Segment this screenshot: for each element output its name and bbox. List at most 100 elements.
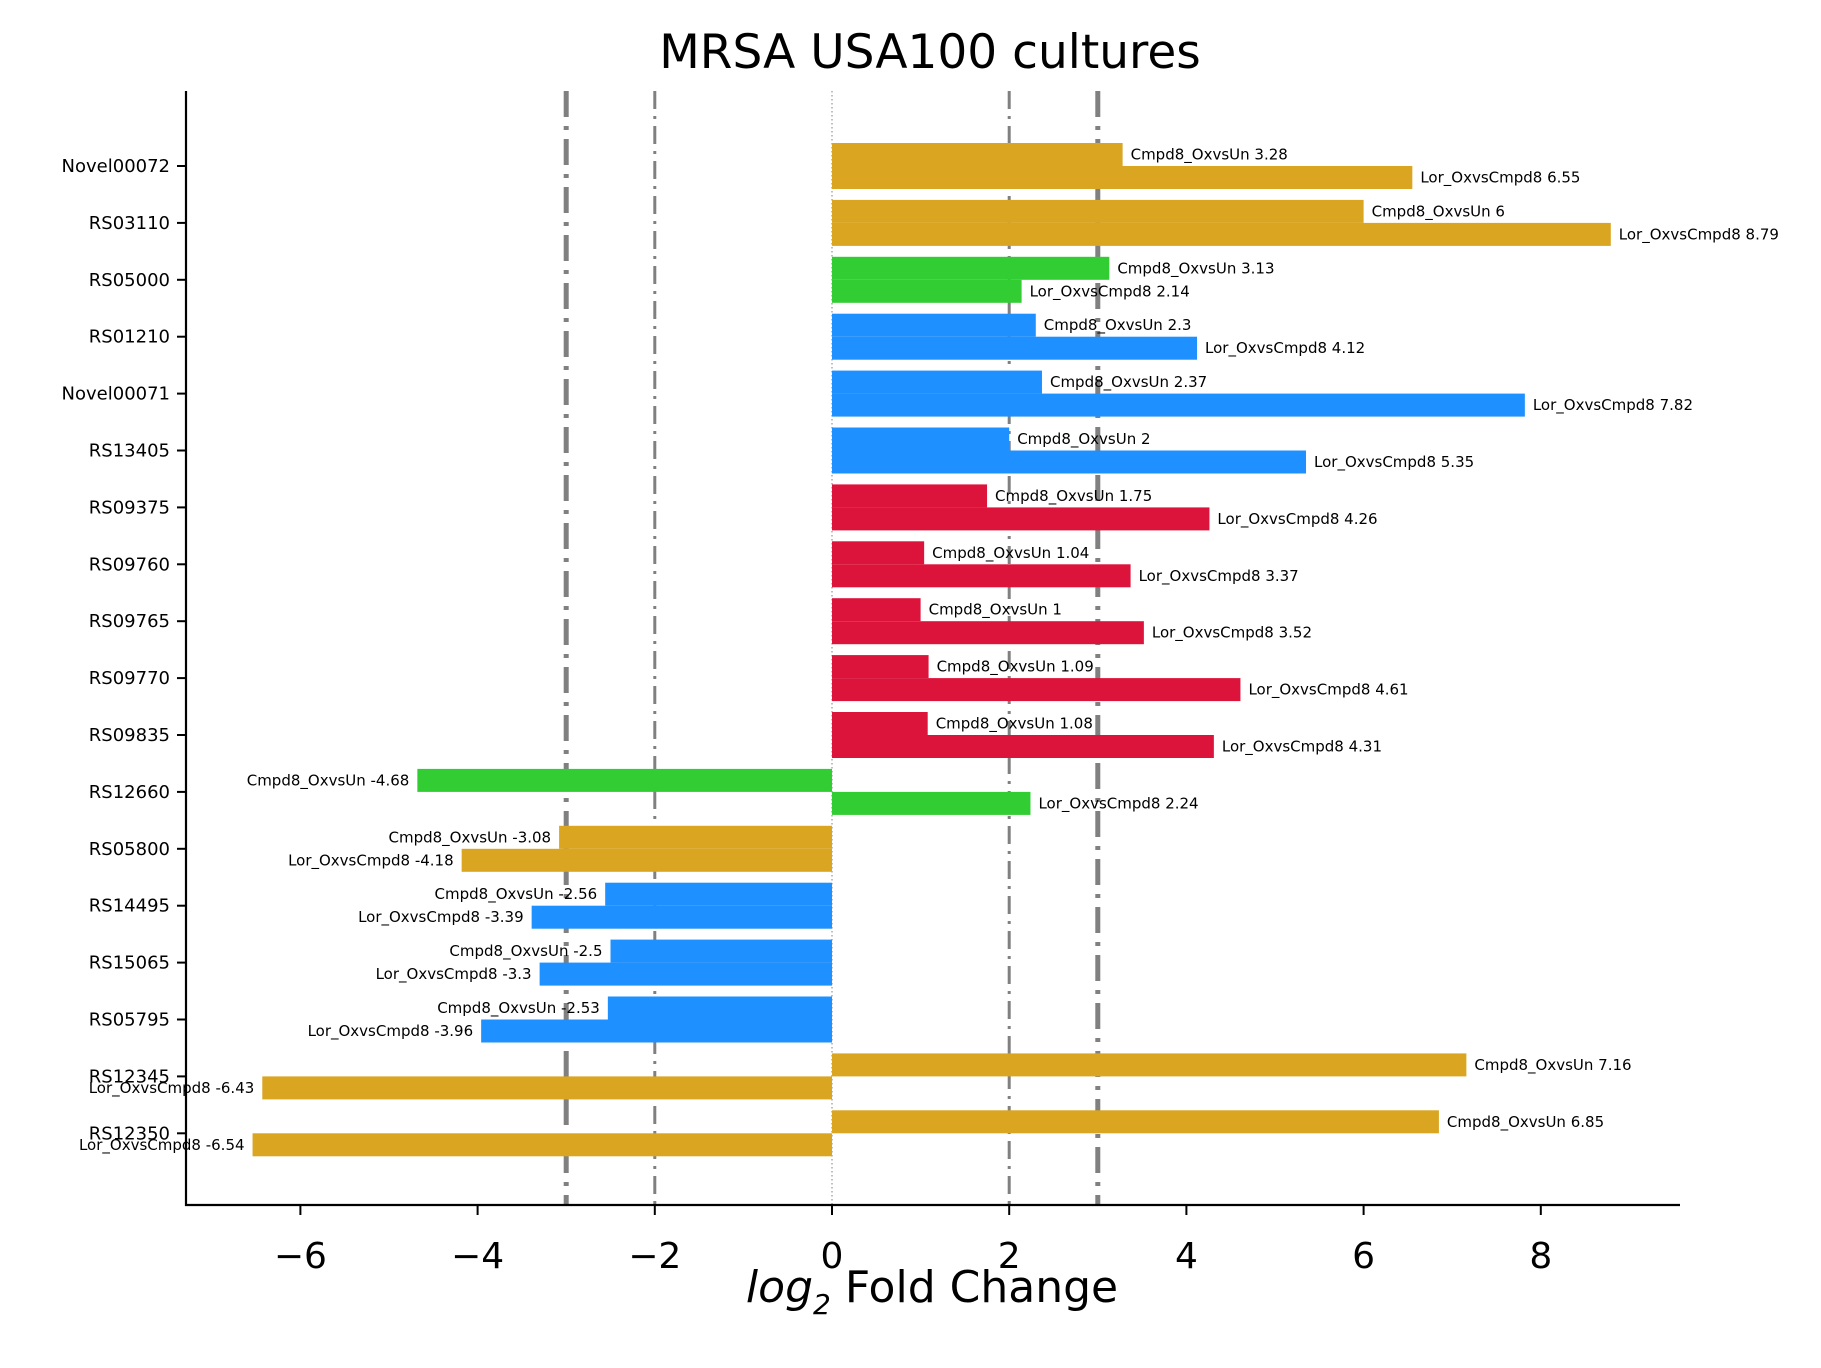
bar-value-label: Cmpd8_OxvsUn 1 — [929, 601, 1062, 620]
bar-value-label: Cmpd8_OxvsUn 1.75 — [995, 487, 1152, 506]
y-tick-label: RS09760 — [89, 554, 170, 575]
y-tick-label: RS09765 — [89, 611, 170, 632]
bar-value-label: Lor_OxvsCmpd8 -6.54 — [79, 1136, 245, 1155]
bar-lor-oxvscmpd8 — [832, 507, 1210, 531]
bar-lor-oxvscmpd8 — [832, 393, 1525, 417]
bar-value-label: Cmpd8_OxvsUn -2.56 — [435, 885, 598, 904]
bar-cmpd8-oxvsun — [832, 199, 1364, 223]
y-tick-label: RS05795 — [89, 1010, 170, 1031]
bar-lor-oxvscmpd8 — [252, 1133, 832, 1157]
bar-value-label: Cmpd8_OxvsUn 6.85 — [1447, 1113, 1604, 1132]
bar-cmpd8-oxvsun — [607, 996, 832, 1020]
bar-lor-oxvscmpd8 — [832, 336, 1198, 360]
bar-value-label: Lor_OxvsCmpd8 4.26 — [1217, 510, 1377, 529]
y-tick-label: RS12350 — [89, 1123, 170, 1144]
bar-cmpd8-oxvsun — [559, 825, 832, 849]
bar-labels-group: Cmpd8_OxvsUn 3.28 Lor_OxvsCmpd8 6.55 Cmpd8… — [79, 146, 1779, 1155]
bar-lor-oxvscmpd8 — [832, 678, 1241, 702]
bar-value-label: Lor_OxvsCmpd8 -6.43 — [89, 1079, 255, 1098]
x-tick-label: 8 — [1529, 1236, 1552, 1277]
bar-cmpd8-oxvsun — [832, 484, 988, 508]
bar-value-label: Lor_OxvsCmpd8 4.12 — [1205, 339, 1365, 358]
bar-value-label: Cmpd8_OxvsUn 2 — [1017, 430, 1150, 449]
bar-value-label: Lor_OxvsCmpd8 -3.3 — [376, 965, 532, 984]
bar-value-label: Lor_OxvsCmpd8 7.82 — [1533, 396, 1693, 415]
bar-value-label: Cmpd8_OxvsUn 2.37 — [1050, 373, 1207, 392]
bar-value-label: Lor_OxvsCmpd8 -3.39 — [358, 908, 524, 927]
bar-lor-oxvscmpd8 — [539, 962, 832, 986]
bar-cmpd8-oxvsun — [832, 427, 1010, 451]
bar-cmpd8-oxvsun — [832, 1110, 1439, 1134]
bar-value-label: Lor_OxvsCmpd8 8.79 — [1619, 225, 1779, 244]
bar-cmpd8-oxvsun — [832, 313, 1036, 337]
bar-value-label: Cmpd8_OxvsUn 3.28 — [1131, 146, 1288, 165]
bar-lor-oxvscmpd8 — [832, 450, 1307, 474]
bar-lor-oxvscmpd8 — [832, 564, 1131, 588]
y-tick-label: RS01210 — [89, 327, 170, 348]
bar-value-label: Cmpd8_OxvsUn -3.08 — [388, 828, 551, 847]
bar-cmpd8-oxvsun — [610, 939, 832, 963]
bar-value-label: Cmpd8_OxvsUn -2.53 — [437, 999, 600, 1018]
bar-lor-oxvscmpd8 — [832, 621, 1144, 645]
bar-value-label: Lor_OxvsCmpd8 3.37 — [1139, 567, 1299, 586]
bar-cmpd8-oxvsun — [832, 541, 925, 565]
bar-value-label: Cmpd8_OxvsUn 3.13 — [1117, 259, 1274, 278]
bar-cmpd8-oxvsun — [832, 143, 1123, 166]
bar-lor-oxvscmpd8 — [481, 1019, 832, 1043]
bar-lor-oxvscmpd8 — [832, 222, 1611, 246]
bar-value-label: Lor_OxvsCmpd8 2.14 — [1030, 282, 1190, 301]
x-axis-label: log2 Fold Change — [746, 1262, 1118, 1321]
bar-value-label: Lor_OxvsCmpd8 4.31 — [1222, 738, 1382, 757]
bars-group — [252, 143, 1611, 1157]
bar-value-label: Cmpd8_OxvsUn -4.68 — [247, 771, 410, 790]
bar-cmpd8-oxvsun — [832, 598, 921, 622]
y-tick-label: RS09375 — [89, 497, 170, 518]
bar-cmpd8-oxvsun — [832, 1053, 1467, 1077]
bar-value-label: Lor_OxvsCmpd8 5.35 — [1314, 453, 1474, 472]
bar-lor-oxvscmpd8 — [461, 848, 832, 872]
y-axis-ticks: Novel00072 RS03110 RS05000 RS01210 Novel0007… — [62, 156, 186, 1144]
bar-value-label: Lor_OxvsCmpd8 6.55 — [1420, 169, 1580, 188]
bar-value-label: Lor_OxvsCmpd8 -3.96 — [308, 1022, 474, 1041]
bar-value-label: Cmpd8_OxvsUn 7.16 — [1474, 1056, 1631, 1075]
y-tick-label: RS03110 — [89, 213, 170, 234]
x-axis-label-log: log — [746, 1262, 813, 1313]
bar-value-label: Cmpd8_OxvsUn 1.04 — [932, 544, 1089, 563]
bar-lor-oxvscmpd8 — [832, 166, 1413, 189]
bar-value-label: Lor_OxvsCmpd8 -4.18 — [288, 851, 454, 870]
y-tick-label: Novel00071 — [62, 384, 170, 405]
bar-value-label: Cmpd8_OxvsUn 6 — [1372, 202, 1505, 221]
bar-value-label: Cmpd8_OxvsUn -2.5 — [449, 942, 602, 961]
bar-lor-oxvscmpd8 — [832, 735, 1214, 758]
bar-cmpd8-oxvsun — [832, 370, 1042, 394]
bar-cmpd8-oxvsun — [832, 256, 1110, 280]
bar-value-label: Lor_OxvsCmpd8 4.61 — [1248, 681, 1408, 700]
x-tick-label: 6 — [1352, 1236, 1375, 1277]
bar-lor-oxvscmpd8 — [262, 1076, 832, 1100]
x-axis-label-text: Fold Change — [831, 1262, 1118, 1313]
bar-value-label: Cmpd8_OxvsUn 2.3 — [1044, 316, 1192, 335]
y-tick-label: Novel00072 — [62, 156, 170, 177]
y-tick-label: RS05000 — [89, 270, 170, 291]
y-tick-label: RS13405 — [89, 441, 170, 462]
y-tick-label: RS09770 — [89, 668, 170, 689]
x-tick-label: −4 — [451, 1236, 504, 1277]
bar-cmpd8-oxvsun — [832, 655, 929, 679]
x-tick-label: −2 — [628, 1236, 681, 1277]
bar-lor-oxvscmpd8 — [531, 905, 832, 929]
bar-cmpd8-oxvsun — [417, 768, 832, 792]
x-axis-label-base: 2 — [813, 1288, 831, 1321]
bar-lor-oxvscmpd8 — [832, 279, 1022, 303]
y-tick-label: RS12345 — [89, 1066, 170, 1087]
bar-value-label: Lor_OxvsCmpd8 3.52 — [1152, 624, 1312, 643]
y-tick-label: RS14495 — [89, 896, 170, 917]
bar-cmpd8-oxvsun — [605, 882, 832, 906]
x-tick-label: 4 — [1175, 1236, 1198, 1277]
x-tick-label: −6 — [274, 1236, 327, 1277]
y-tick-label: RS05800 — [89, 839, 170, 860]
bar-lor-oxvscmpd8 — [832, 791, 1031, 815]
x-tick-label: 0 — [821, 1236, 844, 1277]
bar-value-label: Lor_OxvsCmpd8 2.24 — [1038, 794, 1198, 813]
bar-value-label: Cmpd8_OxvsUn 1.09 — [937, 658, 1094, 677]
